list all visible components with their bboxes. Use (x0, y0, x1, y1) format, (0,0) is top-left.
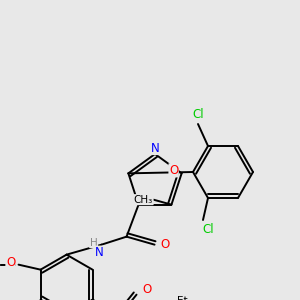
Text: N: N (95, 246, 104, 259)
Text: Cl: Cl (202, 224, 214, 236)
Text: N: N (151, 142, 159, 154)
Text: O: O (169, 164, 178, 177)
Text: Cl: Cl (192, 107, 204, 121)
Text: Et: Et (177, 296, 188, 300)
Text: O: O (160, 238, 169, 251)
Text: O: O (142, 283, 151, 296)
Text: O: O (6, 256, 15, 269)
Text: H: H (90, 238, 98, 248)
Text: CH₃: CH₃ (134, 195, 153, 205)
